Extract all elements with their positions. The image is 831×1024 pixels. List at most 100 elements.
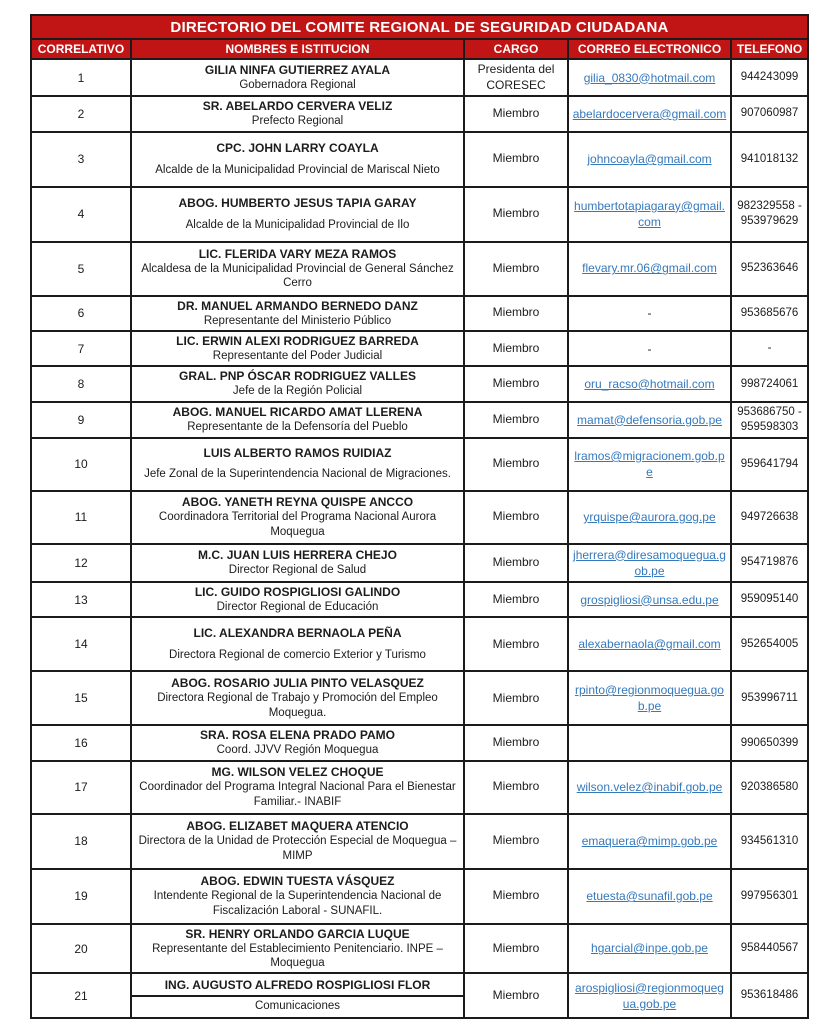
cargo-cell: Miembro xyxy=(463,580,569,619)
phone-cell: 997956301 xyxy=(730,867,809,925)
name-institution-cell: ABOG. YANETH REYNA QUISPE ANCCO Coordinad… xyxy=(130,489,465,545)
name-institution-cell: M.C. JUAN LUIS HERRERA CHEJO Director Reg… xyxy=(130,542,465,583)
member-institution: Directora de la Unidad de Protección Esp… xyxy=(138,835,457,862)
member-name: LIC. ALEXANDRA BERNAOLA PEÑA xyxy=(193,626,402,641)
member-name: CPC. JOHN LARRY COAYLA xyxy=(216,140,379,155)
cargo-cell: Miembro xyxy=(463,130,569,188)
member-name: ABOG. MANUEL RICARDO AMAT LLERENA xyxy=(172,404,423,419)
member-institution: Representante del Poder Judicial xyxy=(212,349,383,362)
member-name: GRAL. PNP ÓSCAR RODRIGUEZ VALLES xyxy=(179,369,416,384)
table-row: 2 SR. ABELARDO CERVERA VELIZ Prefecto Regi… xyxy=(30,95,809,133)
email-cell: yrquispe@aurora.gog.pe xyxy=(567,489,732,545)
cargo-cell: Miembro xyxy=(463,616,569,673)
email-link[interactable]: etuesta@sunafil.gob.pe xyxy=(586,889,713,904)
member-name: DR. MANUEL ARMANDO BERNEDO DANZ xyxy=(177,298,418,313)
correlativo-cell: 1 xyxy=(30,57,132,98)
email-link[interactable]: alexabernaola@gmail.com xyxy=(578,637,721,652)
name-institution-cell: GILIA NINFA GUTIERREZ AYALA Gobernadora R… xyxy=(130,57,465,98)
phone-cell: 953996711 xyxy=(730,670,809,727)
email-cell: lramos@migracionem.gob.pe xyxy=(567,436,732,492)
member-name: ABOG. ELIZABET MAQUERA ATENCIO xyxy=(186,819,409,834)
correlativo-cell: 21 xyxy=(30,972,132,1020)
name-institution-cell: ABOG. EDWIN TUESTA VÁSQUEZ Intendente Reg… xyxy=(130,867,465,925)
email-cell: abelardocervera@gmail.com xyxy=(567,95,732,133)
member-name: MG. WILSON VELEZ CHOQUE xyxy=(211,765,384,780)
cargo-cell: Miembro xyxy=(463,670,569,727)
member-institution: Alcalde de la Municipalidad Provincial d… xyxy=(185,218,410,231)
member-institution: Coordinadora Territorial del Programa Na… xyxy=(158,511,437,538)
correlativo-cell: 16 xyxy=(30,724,132,762)
cargo-cell: Miembro xyxy=(463,400,569,439)
email-cell: grospigliosi@unsa.edu.pe xyxy=(567,580,732,619)
member-name: SRA. ROSA ELENA PRADO PAMO xyxy=(200,728,395,743)
member-name: GILIA NINFA GUTIERREZ AYALA xyxy=(204,62,391,77)
table-row: 9 ABOG. MANUEL RICARDO AMAT LLERENA Repres… xyxy=(30,400,809,439)
phone-cell: 941018132 xyxy=(730,130,809,188)
member-institution: Directora Regional de Trabajo y Promoció… xyxy=(157,692,438,719)
email-link[interactable]: lramos@migracionem.gob.pe xyxy=(574,448,725,480)
correlativo-cell: 15 xyxy=(30,670,132,727)
name-institution-cell: MG. WILSON VELEZ CHOQUE Coordinador del P… xyxy=(130,759,465,815)
phone-cell: 959095140 xyxy=(730,580,809,619)
column-header-telefono: TELEFONO xyxy=(730,38,809,60)
member-institution: Coordinador del Programa Integral Nacion… xyxy=(139,781,456,808)
table-row: 19 ABOG. EDWIN TUESTA VÁSQUEZ Intendente R… xyxy=(30,867,809,925)
name-institution-cell: LUIS ALBERTO RAMOS RUIDIAZ Jefe Zonal de … xyxy=(130,436,465,492)
name-institution-cell: LIC. GUIDO ROSPIGLIOSI GALINDO Director R… xyxy=(130,580,465,619)
email-link[interactable]: abelardocervera@gmail.com xyxy=(572,106,727,121)
member-name: ABOG. EDWIN TUESTA VÁSQUEZ xyxy=(200,874,395,889)
table-row: 20 SR. HENRY ORLANDO GARCIA LUQUE Represen… xyxy=(30,922,809,975)
correlativo-cell: 9 xyxy=(30,400,132,439)
email-link[interactable]: hgarcial@inpe.gob.pe xyxy=(591,941,708,956)
column-header-correlativo: CORRELATIVO xyxy=(30,38,132,60)
member-institution: Representante del Ministerio Público xyxy=(203,314,392,327)
phone-cell: - xyxy=(730,329,809,368)
table-body: 1 GILIA NINFA GUTIERREZ AYALA Gobernadora … xyxy=(30,57,809,1020)
email-link[interactable]: johncoayla@gmail.com xyxy=(587,151,712,166)
email-link[interactable]: humbertotapiagaray@gmail.com xyxy=(574,198,725,230)
cargo-cell: Miembro xyxy=(463,542,569,583)
member-name: ABOG. ROSARIO JULIA PINTO VELASQUEZ xyxy=(171,676,424,691)
email-empty: - xyxy=(647,341,652,356)
cargo-cell: Miembro xyxy=(463,972,569,1020)
email-link[interactable]: mamat@defensoria.gob.pe xyxy=(577,412,722,427)
phone-cell: 953686750 - 959598303 xyxy=(730,400,809,439)
phone-cell: 949726638 xyxy=(730,489,809,545)
email-cell: wilson.velez@inabif.gob.pe xyxy=(567,759,732,815)
email-link[interactable]: oru_racso@hotmail.com xyxy=(584,376,715,391)
email-cell: emaquera@mimp.gob.pe xyxy=(567,812,732,870)
member-institution: Director Regional de Salud xyxy=(228,564,367,577)
email-link[interactable]: yrquispe@aurora.gog.pe xyxy=(583,509,716,524)
email-link[interactable]: jherrera@diresamoquegua.gob.pe xyxy=(573,547,726,578)
table-row: 12 M.C. JUAN LUIS HERRERA CHEJO Director R… xyxy=(30,542,809,583)
email-link[interactable]: grospigliosi@unsa.edu.pe xyxy=(580,592,719,607)
name-institution-cell: ABOG. MANUEL RICARDO AMAT LLERENA Represe… xyxy=(130,400,465,439)
name-institution-cell: ABOG. ELIZABET MAQUERA ATENCIO Directora … xyxy=(130,812,465,870)
phone-cell: 959641794 xyxy=(730,436,809,492)
table-row: 8 GRAL. PNP ÓSCAR RODRIGUEZ VALLES Jefe de… xyxy=(30,365,809,403)
email-link[interactable]: rpinto@regionmoquegua.gob.pe xyxy=(575,683,724,714)
column-header-nombres: NOMBRES E ISTITUCION xyxy=(130,38,465,60)
email-link[interactable]: gilia_0830@hotmail.com xyxy=(583,70,716,85)
member-name: ABOG. YANETH REYNA QUISPE ANCCO xyxy=(181,495,414,510)
cargo-cell: Miembro xyxy=(463,365,569,403)
cargo-cell: Miembro xyxy=(463,240,569,297)
email-link[interactable]: flevary.mr.06@gmail.com xyxy=(582,261,717,276)
cargo-cell: Miembro xyxy=(463,812,569,870)
member-name: M.C. JUAN LUIS HERRERA CHEJO xyxy=(198,548,397,563)
email-link[interactable]: arospigliosi@regionmoquegua.gob.pe xyxy=(575,980,724,1011)
phone-cell: 998724061 xyxy=(730,365,809,403)
phone-cell: 952363646 xyxy=(730,240,809,297)
email-cell: alexabernaola@gmail.com xyxy=(567,616,732,673)
email-link[interactable]: emaquera@mimp.gob.pe xyxy=(581,834,718,849)
member-institution: Director Regional de Educación xyxy=(216,600,379,613)
member-name: LIC. FLERIDA VARY MEZA RAMOS xyxy=(198,246,397,261)
phone-cell: 934561310 xyxy=(730,812,809,870)
name-institution-cell: DR. MANUEL ARMANDO BERNEDO DANZ Represent… xyxy=(130,294,465,332)
table-row: 1 GILIA NINFA GUTIERREZ AYALA Gobernadora … xyxy=(30,57,809,98)
phone-cell: 952654005 xyxy=(730,616,809,673)
correlativo-cell: 14 xyxy=(30,616,132,673)
email-link[interactable]: wilson.velez@inabif.gob.pe xyxy=(576,780,723,795)
table-row: 18 ABOG. ELIZABET MAQUERA ATENCIO Director… xyxy=(30,812,809,870)
cargo-cell: Miembro xyxy=(463,759,569,815)
